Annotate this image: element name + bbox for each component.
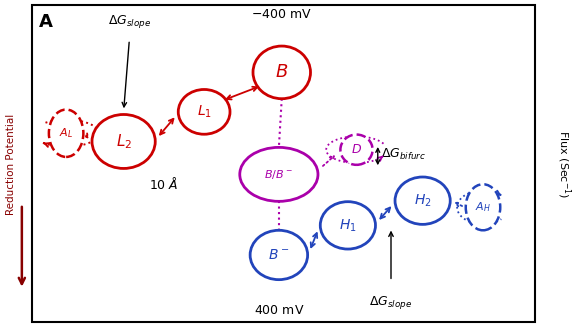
Ellipse shape [178, 89, 230, 134]
Text: $\Delta G_{slope}$: $\Delta G_{slope}$ [369, 294, 413, 311]
Ellipse shape [49, 110, 83, 157]
Text: $D$: $D$ [351, 143, 362, 156]
Text: $A_H$: $A_H$ [475, 200, 491, 214]
Ellipse shape [253, 46, 310, 99]
Text: $B^-$: $B^-$ [268, 248, 290, 262]
Text: $\Delta G_{bifurc}$: $\Delta G_{bifurc}$ [381, 147, 426, 162]
Text: $\Delta G_{slope}$: $\Delta G_{slope}$ [108, 13, 151, 30]
Ellipse shape [466, 184, 500, 230]
Text: Flux $(\mathrm{Sec}^{-1})$: Flux $(\mathrm{Sec}^{-1})$ [555, 130, 572, 199]
FancyBboxPatch shape [32, 5, 535, 322]
Text: $B$: $B$ [275, 63, 289, 81]
Text: $-400$ mV: $-400$ mV [251, 8, 312, 21]
Ellipse shape [240, 147, 318, 201]
Ellipse shape [250, 230, 308, 280]
Text: $A_L$: $A_L$ [59, 126, 73, 140]
Ellipse shape [320, 202, 375, 249]
Text: $10\ \AA$: $10\ \AA$ [149, 176, 179, 192]
Text: $H_2$: $H_2$ [414, 192, 431, 209]
Ellipse shape [92, 114, 155, 168]
Text: $B/B^-$: $B/B^-$ [264, 168, 293, 181]
Text: $L_1$: $L_1$ [197, 104, 212, 120]
Text: A: A [39, 13, 53, 31]
Text: $400$ mV: $400$ mV [254, 304, 304, 317]
Ellipse shape [340, 135, 373, 165]
Text: $H_1$: $H_1$ [339, 217, 356, 234]
Ellipse shape [395, 177, 450, 224]
Text: $L_2$: $L_2$ [116, 132, 132, 151]
Text: Reduction Potential: Reduction Potential [6, 114, 17, 215]
